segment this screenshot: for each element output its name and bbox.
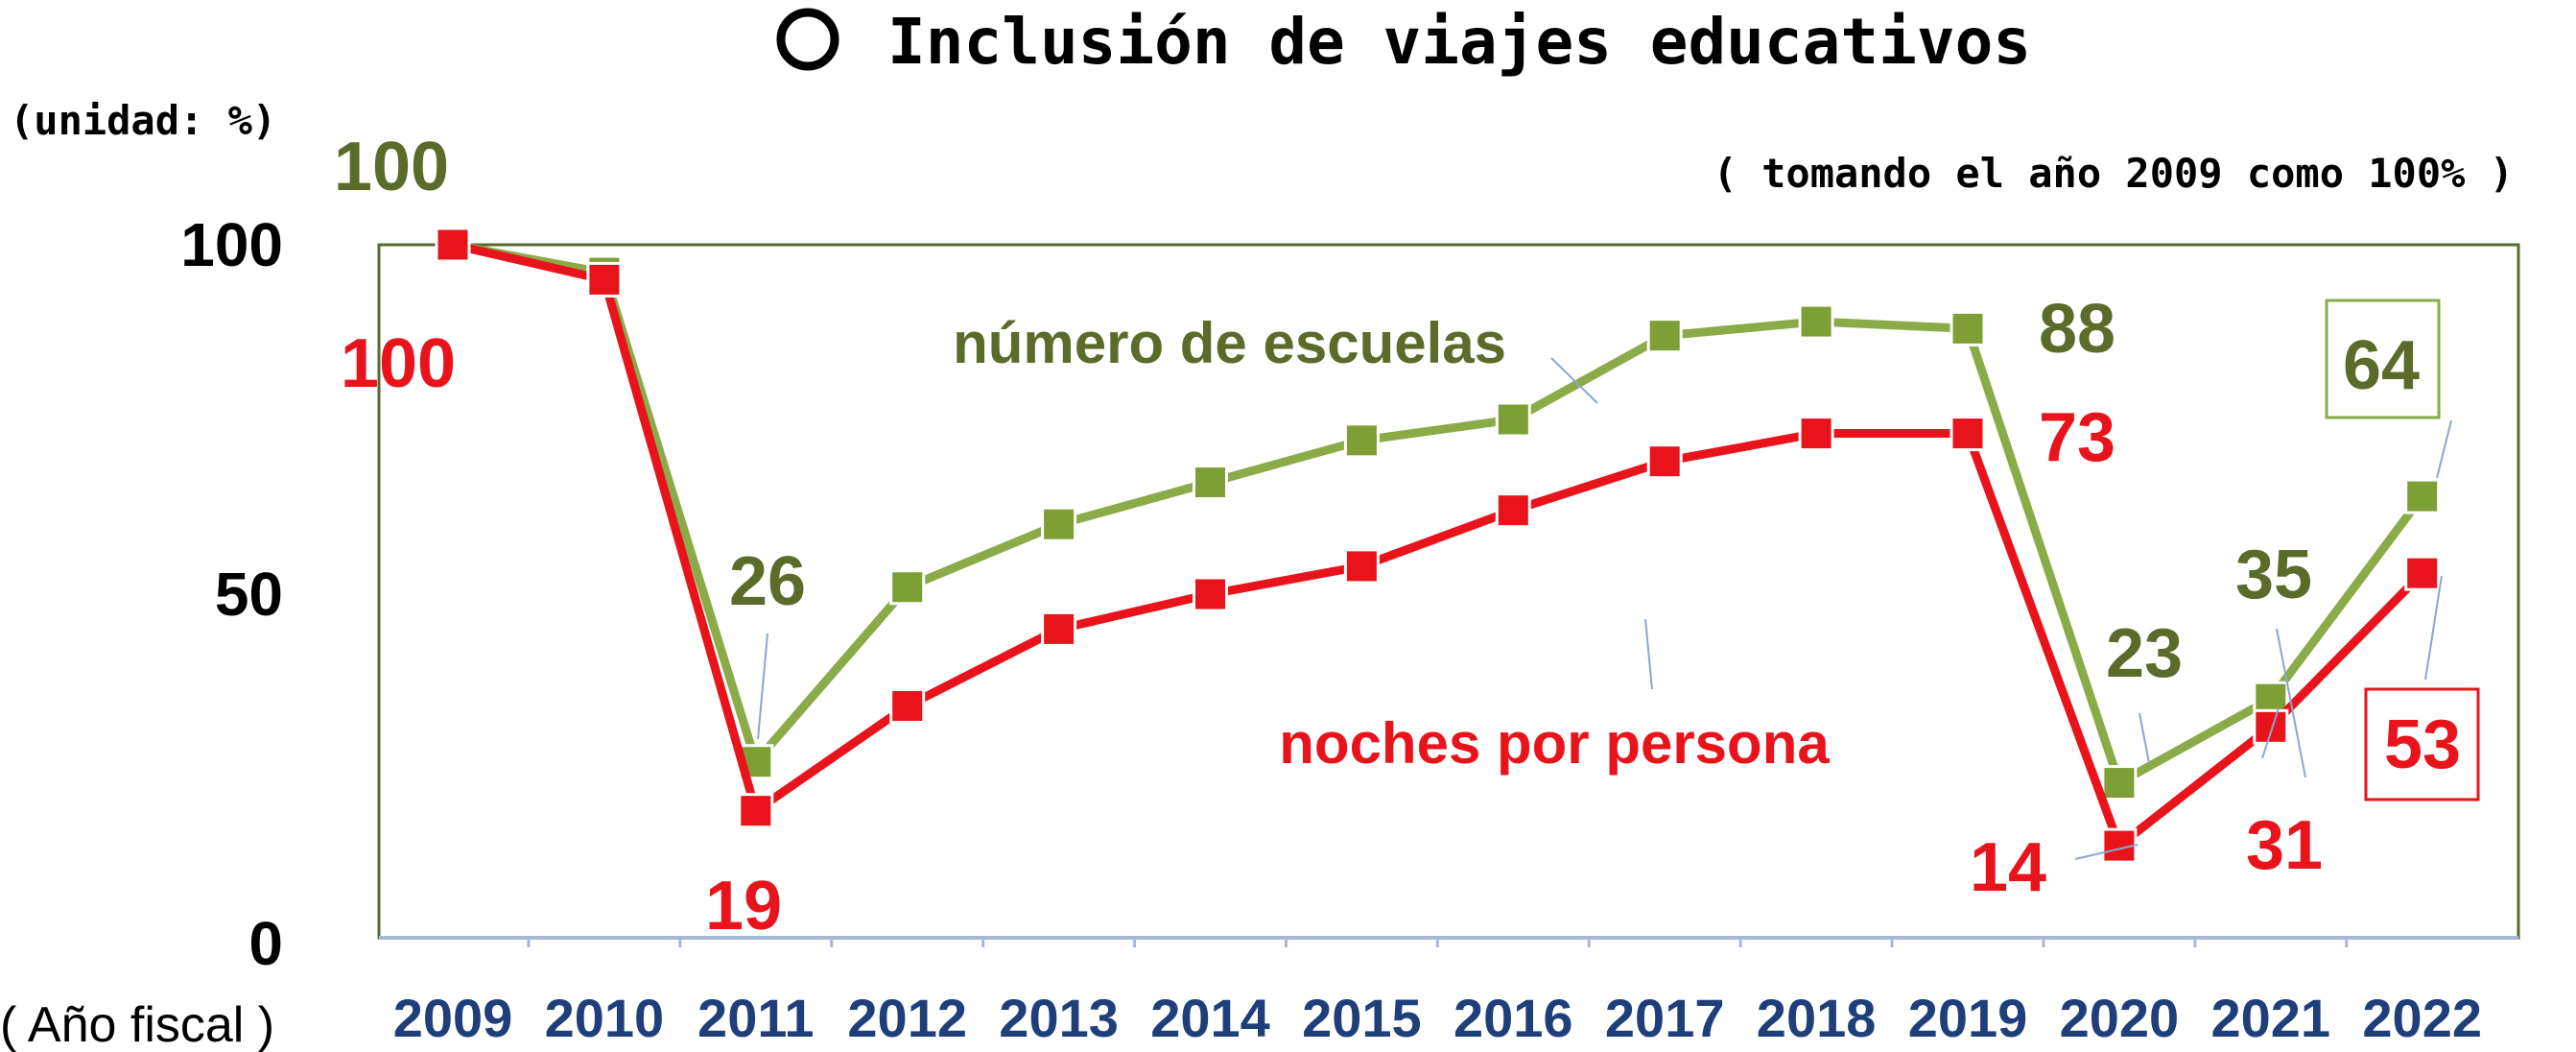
nights-point-marker — [738, 793, 774, 829]
nights-data-label: 73 — [2039, 399, 2115, 476]
x-tick-label: 2020 — [2060, 988, 2180, 1048]
x-tick-label: 2009 — [393, 988, 513, 1048]
schools-point-marker — [2404, 478, 2441, 514]
schools-point-marker — [1193, 465, 1228, 501]
nights-point-marker — [2404, 555, 2441, 591]
chart-title: Inclusión de viajes educativos — [887, 5, 2031, 79]
schools-point-marker — [2101, 765, 2138, 801]
nights-point-marker — [1495, 492, 1531, 529]
x-tick-label: 2021 — [2211, 988, 2331, 1048]
schools-point-marker — [1646, 318, 1683, 354]
title-group: Inclusión de viajes educativos — [776, 5, 2031, 79]
leader-line — [1644, 618, 1653, 690]
base-year-note: ( tomando el año 2009 como 100% ) — [1713, 150, 2514, 197]
nights-point-marker — [586, 261, 623, 298]
x-tick-label: 2016 — [1453, 988, 1573, 1048]
x-axis: 2009 2010 2011 2012 2013 2014 2015 2016 2017 2018… — [393, 938, 2482, 1048]
labels: número de escuelas noches por persona 100 2… — [334, 129, 2480, 944]
plot-area — [377, 243, 2520, 940]
leader-line — [2139, 712, 2150, 764]
nights-point-marker — [1041, 610, 1077, 647]
unit-label: (unidad: %) — [10, 97, 276, 144]
nights-point-marker — [1193, 576, 1228, 612]
x-tick-label: 2022 — [2362, 988, 2482, 1048]
circle-outline-icon — [776, 8, 839, 71]
nights-data-label: 100 — [341, 325, 456, 402]
schools-data-label: 23 — [2106, 615, 2183, 692]
schools-point-marker — [1495, 401, 1531, 438]
schools-data-label: 88 — [2039, 291, 2115, 368]
leader-line — [757, 633, 768, 740]
nights-series-line — [451, 240, 2425, 850]
nights-point-marker — [435, 227, 471, 263]
schools-point-marker — [1343, 422, 1380, 459]
nights-data-label: 31 — [2246, 807, 2323, 884]
leader-line — [2261, 707, 2280, 759]
schools-data-label: 100 — [334, 129, 449, 205]
series-layer — [435, 227, 2441, 864]
nights-data-label: 14 — [1970, 829, 2046, 906]
y-tick-label: 100 — [180, 210, 283, 279]
x-tick-label: 2014 — [1150, 988, 1270, 1048]
y-tick-label: 0 — [248, 909, 283, 978]
nights-point-marker — [1798, 416, 1834, 452]
schools-final-label-box — [2325, 299, 2441, 419]
leader-line — [2074, 844, 2139, 860]
schools-point-marker — [1041, 506, 1077, 542]
leader-line — [2424, 575, 2443, 681]
schools-series-line — [452, 240, 2426, 788]
schools-data-label: 64 — [2343, 327, 2420, 404]
x-tick-label: 2012 — [847, 988, 967, 1048]
leader-line — [1550, 357, 1598, 404]
nights-series-name: noches por persona — [1279, 711, 1830, 776]
y-axis: 0 50 100 — [180, 210, 283, 978]
leader-line — [2276, 628, 2306, 778]
x-tick-label: 2013 — [999, 988, 1119, 1048]
nights-final-label-box — [2364, 687, 2480, 801]
x-tick-label: 2019 — [1908, 988, 2028, 1048]
nights-data-label: 19 — [705, 868, 782, 944]
y-tick-label: 50 — [215, 560, 283, 629]
nights-point-marker — [889, 687, 926, 724]
leader-lines — [757, 357, 2452, 860]
schools-data-label: 35 — [2235, 537, 2312, 613]
x-axis-title: ( Año fiscal ) — [0, 997, 274, 1052]
x-tick-label: 2015 — [1302, 988, 1422, 1048]
x-tick-label: 2017 — [1605, 988, 1725, 1048]
x-tick-label: 2011 — [697, 988, 815, 1048]
nights-point-marker — [1950, 416, 1986, 452]
nights-point-marker — [2253, 708, 2289, 745]
x-tick-label: 2018 — [1757, 988, 1877, 1048]
nights-point-marker — [1646, 443, 1683, 480]
schools-point-marker — [1798, 303, 1834, 340]
schools-series-name: número de escuelas — [953, 311, 1506, 375]
schools-data-label: 26 — [729, 543, 806, 620]
leader-line — [2436, 419, 2452, 479]
nights-point-marker — [1343, 548, 1380, 585]
schools-point-marker — [889, 569, 926, 606]
schools-point-marker — [1950, 310, 1986, 347]
x-tick-label: 2010 — [545, 988, 665, 1048]
nights-data-label: 53 — [2384, 706, 2461, 783]
nights-point-marker — [2101, 827, 2138, 864]
